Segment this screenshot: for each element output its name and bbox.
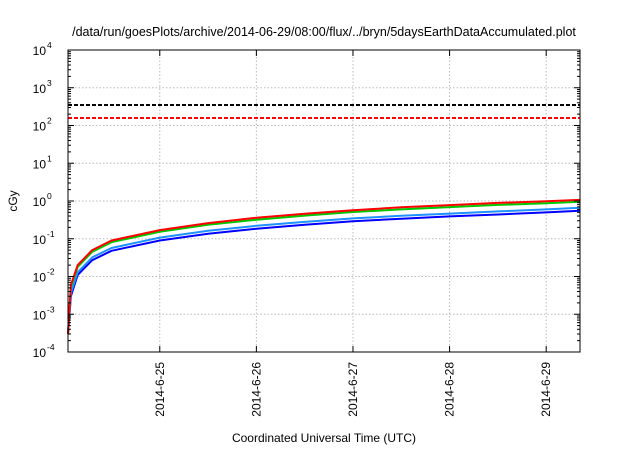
y-tick-label-exponent: -2 bbox=[47, 267, 55, 277]
y-tick-label: 10 bbox=[33, 44, 47, 58]
series-group bbox=[67, 103, 581, 335]
series-lightblue-line bbox=[67, 206, 581, 335]
y-tick-label-exponent: 4 bbox=[47, 40, 52, 50]
series-green-line bbox=[67, 200, 581, 335]
y-tick-label: 10 bbox=[33, 82, 47, 96]
y-tick-label-exponent: -3 bbox=[47, 304, 55, 314]
y-tick-label-exponent: 0 bbox=[47, 191, 52, 201]
x-axis-label: Coordinated Universal Time (UTC) bbox=[232, 431, 416, 445]
chart-title: /data/run/goesPlots/archive/2014-06-29/0… bbox=[72, 25, 576, 39]
x-tick-label: 2014-6-26 bbox=[249, 362, 263, 417]
y-tick-label-exponent: 2 bbox=[47, 116, 52, 126]
y-tick-label-exponent: 1 bbox=[47, 153, 52, 163]
x-tick-label: 2014-6-27 bbox=[346, 362, 360, 417]
y-tick-label: 10 bbox=[33, 308, 47, 322]
y-tick-label: 10 bbox=[33, 233, 47, 247]
x-tick-label: 2014-6-29 bbox=[539, 362, 553, 417]
y-tick-label-exponent: -1 bbox=[47, 229, 55, 239]
y-tick-label: 10 bbox=[33, 157, 47, 171]
x-tick-label: 2014-6-25 bbox=[153, 362, 167, 417]
y-tick-label-exponent: -4 bbox=[47, 342, 55, 352]
y-tick-label-exponent: 3 bbox=[47, 78, 52, 88]
y-tick-label: 10 bbox=[33, 120, 47, 134]
y-tick-label: 10 bbox=[33, 195, 47, 209]
grid bbox=[68, 50, 580, 352]
series-blue-line bbox=[67, 209, 581, 335]
y-tick-label: 10 bbox=[33, 271, 47, 285]
x-tick-label: 2014-6-28 bbox=[443, 362, 457, 417]
y-axis-label: cGy bbox=[6, 190, 20, 211]
series-red-line bbox=[67, 198, 581, 335]
y-tick-label: 10 bbox=[33, 346, 47, 360]
